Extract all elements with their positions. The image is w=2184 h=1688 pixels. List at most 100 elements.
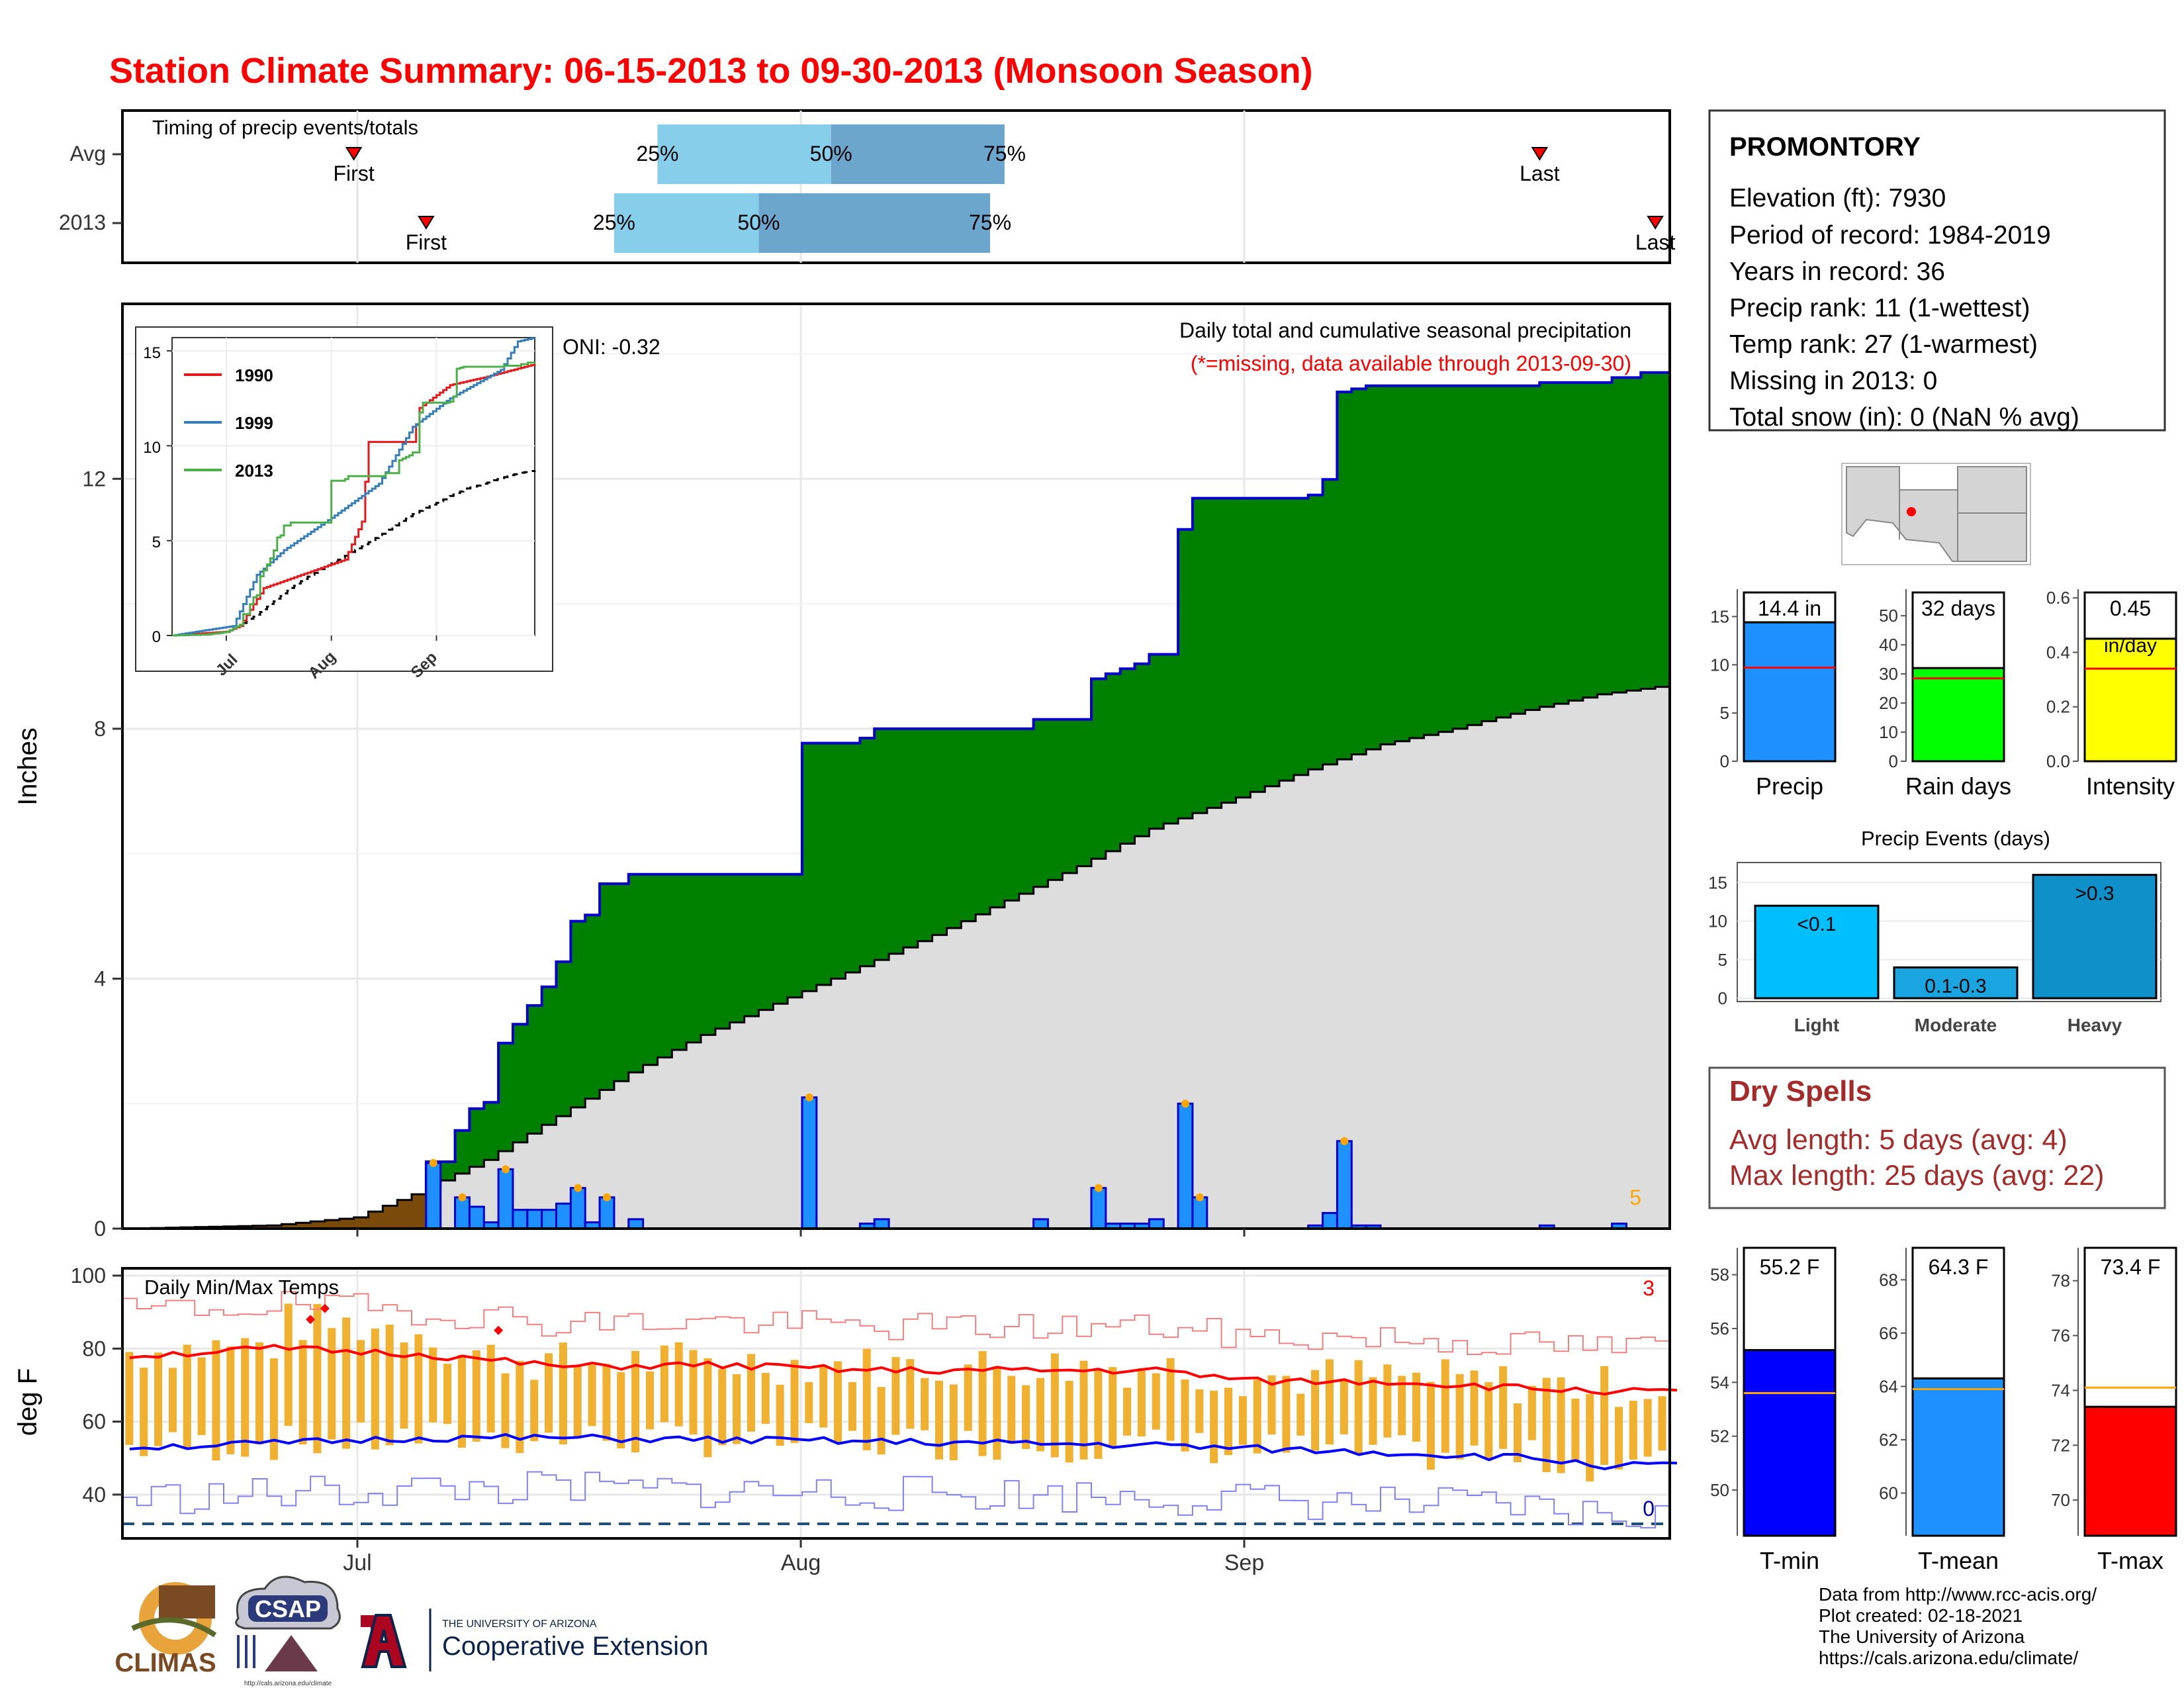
mini-tick-label: 40 bbox=[1879, 635, 1898, 655]
record-high-marker bbox=[306, 1315, 316, 1325]
csap-logo-url: http://cals.arizona.edu/climate bbox=[244, 1680, 332, 1687]
daily-temp-bar bbox=[1022, 1385, 1030, 1449]
daily-precip-bar bbox=[526, 1209, 543, 1230]
daily-precip-bar bbox=[1322, 1211, 1338, 1230]
timing-bar-q1-Avg bbox=[657, 124, 831, 184]
daily-precip-bar bbox=[1032, 1218, 1049, 1230]
precip-ylabel: Inches bbox=[13, 727, 42, 806]
mini-tick-label: 0.0 bbox=[2046, 751, 2070, 771]
daily-temp-bar bbox=[183, 1344, 191, 1449]
events-tick-label: 5 bbox=[1718, 950, 1727, 970]
daily-temp-bar bbox=[1152, 1373, 1160, 1430]
daily-temp-bar bbox=[718, 1368, 727, 1446]
timing-p50-label: 50% bbox=[810, 142, 852, 165]
daily-temp-bar bbox=[1484, 1382, 1493, 1459]
station-elevation: Elevation (ft): 7930 bbox=[1729, 184, 1946, 212]
daily-temp-bar bbox=[1571, 1398, 1580, 1462]
daily-precip-rank-marker bbox=[574, 1184, 582, 1192]
daily-temp-bar bbox=[1267, 1375, 1276, 1435]
daily-temp-bar bbox=[617, 1372, 625, 1448]
daily-temp-bar bbox=[1079, 1360, 1088, 1460]
temp-summary-name-label: T-max bbox=[2097, 1547, 2163, 1574]
temp-summary-tick-label: 76 bbox=[2051, 1326, 2070, 1346]
timing-panel: 25% 50% 75% First Last 25% 50% 75% First Last Tim… bbox=[59, 109, 1676, 264]
daily-temp-bar bbox=[1195, 1389, 1204, 1433]
temp-summary-tick-label: 54 bbox=[1710, 1372, 1729, 1392]
daily-temp-bar bbox=[486, 1344, 495, 1432]
timing-row-label-avg: Avg bbox=[69, 142, 106, 165]
record-high-marker bbox=[494, 1325, 504, 1335]
timing-last-label: Last bbox=[1635, 230, 1676, 254]
daily-temp-bar bbox=[429, 1347, 437, 1423]
footer-line-1: Data from http://www.rcc-acis.org/ bbox=[1819, 1584, 2097, 1605]
timing-p25-label: 25% bbox=[636, 142, 678, 165]
daily-temp-bar bbox=[1109, 1367, 1117, 1448]
precip-panel: 0 4 8 12 Daily total and cumulative seasona… bbox=[13, 303, 1671, 1241]
temp-label: Daily Min/Max Temps bbox=[144, 1276, 339, 1299]
temp-summary-tick-label: 52 bbox=[1710, 1427, 1729, 1446]
timing-first-label: First bbox=[334, 162, 375, 185]
daily-temp-bar bbox=[733, 1374, 741, 1444]
daily-temp-bar bbox=[400, 1342, 408, 1429]
inset-line-2013 bbox=[172, 361, 536, 637]
daily-temp-bar bbox=[934, 1380, 944, 1460]
timing-bar-q2-2013 bbox=[758, 193, 991, 253]
daily-temp-bar bbox=[356, 1340, 365, 1423]
daily-temp-bar bbox=[1629, 1401, 1637, 1460]
temp-summary-bars: 50 52 54 56 58 55.2 F T-min 60 62 64 66 68 64.3 F T-m… bbox=[1710, 1246, 2177, 1574]
csap-logo: CSAP http://cals.arizona.edu/climate bbox=[235, 1575, 341, 1687]
temp-summary-tick-label: 66 bbox=[1879, 1323, 1898, 1343]
daily-temp-bar bbox=[1557, 1377, 1565, 1474]
daily-temp-bar bbox=[660, 1345, 668, 1423]
daily-temp-bar bbox=[125, 1352, 134, 1445]
daily-temp-bar bbox=[1325, 1359, 1334, 1445]
daily-temp-bar bbox=[1383, 1364, 1392, 1438]
station-years: Years in record: 36 bbox=[1729, 258, 1945, 286]
mini-tick-label: 5 bbox=[1720, 703, 1729, 723]
precip-ytick-label: 12 bbox=[82, 467, 106, 491]
daily-temp-bar bbox=[1499, 1366, 1508, 1449]
daily-precip-bar bbox=[569, 1187, 586, 1230]
temp-summary-tick-label: 78 bbox=[2051, 1271, 2070, 1291]
daily-precip-bar bbox=[541, 1209, 558, 1230]
daily-precip-bar bbox=[1191, 1196, 1208, 1230]
daily-temp-bar bbox=[819, 1366, 828, 1428]
daily-temp-bar bbox=[1441, 1359, 1449, 1453]
station-temp-rank: Temp rank: 27 (1-warmest) bbox=[1729, 330, 2038, 359]
daily-temp-bar bbox=[255, 1342, 264, 1444]
inset-legend: 1990 1999 2013 bbox=[184, 365, 273, 481]
events-bar-heavy bbox=[2032, 874, 2158, 1000]
daily-temp-bar bbox=[1600, 1366, 1609, 1465]
timing-last-label: Last bbox=[1520, 162, 1560, 185]
temp-summary-name-label: T-mean bbox=[1918, 1547, 1999, 1574]
station-snow: Total snow (in): 0 (NaN % avg) bbox=[1729, 403, 2079, 432]
temp-ylabel: deg F bbox=[13, 1368, 42, 1436]
daily-temp-bar bbox=[993, 1366, 1001, 1460]
temp-panel: 40 60 80 100 Daily Min/Max Temps 3 0 deg F bbox=[13, 1264, 1678, 1540]
daily-temp-bar bbox=[414, 1334, 423, 1444]
daily-temp-bar bbox=[1455, 1374, 1464, 1460]
daily-temp-bar bbox=[1412, 1372, 1421, 1442]
temp-summary-label-box bbox=[1911, 1246, 2005, 1380]
daily-precip-rank-marker bbox=[1195, 1193, 1204, 1201]
temp-summary-tick-label: 70 bbox=[2051, 1490, 2070, 1510]
mini-tick-label: 0 bbox=[1889, 751, 1898, 771]
daily-temp-bar bbox=[631, 1350, 640, 1453]
daily-temp-bar bbox=[1643, 1399, 1652, 1457]
page-title: Station Climate Summary: 06-15-2013 to 0… bbox=[109, 51, 1313, 91]
temp-summary-tick-label: 72 bbox=[2051, 1435, 2070, 1455]
timing-first-marker bbox=[345, 147, 363, 161]
climas-logo: CLIMAS bbox=[114, 1582, 217, 1677]
daily-temp-bar bbox=[1614, 1407, 1623, 1470]
daily-precip-bar bbox=[627, 1218, 645, 1230]
daily-precip-rank-marker bbox=[1181, 1100, 1190, 1108]
csap-logo-text: CSAP bbox=[255, 1595, 321, 1622]
events-title: Precip Events (days) bbox=[1861, 827, 2050, 850]
daily-temp-bar bbox=[921, 1378, 929, 1430]
mini-tick-label: 0.4 bbox=[2046, 642, 2070, 662]
timing-last-marker bbox=[1531, 147, 1549, 161]
temp-count-high: 3 bbox=[1643, 1276, 1655, 1300]
record-high-marker bbox=[320, 1303, 330, 1313]
dry-spells-avg: Avg length: 5 days (avg: 4) bbox=[1729, 1124, 2068, 1156]
footer-line-3: The University of Arizona bbox=[1819, 1626, 2025, 1647]
